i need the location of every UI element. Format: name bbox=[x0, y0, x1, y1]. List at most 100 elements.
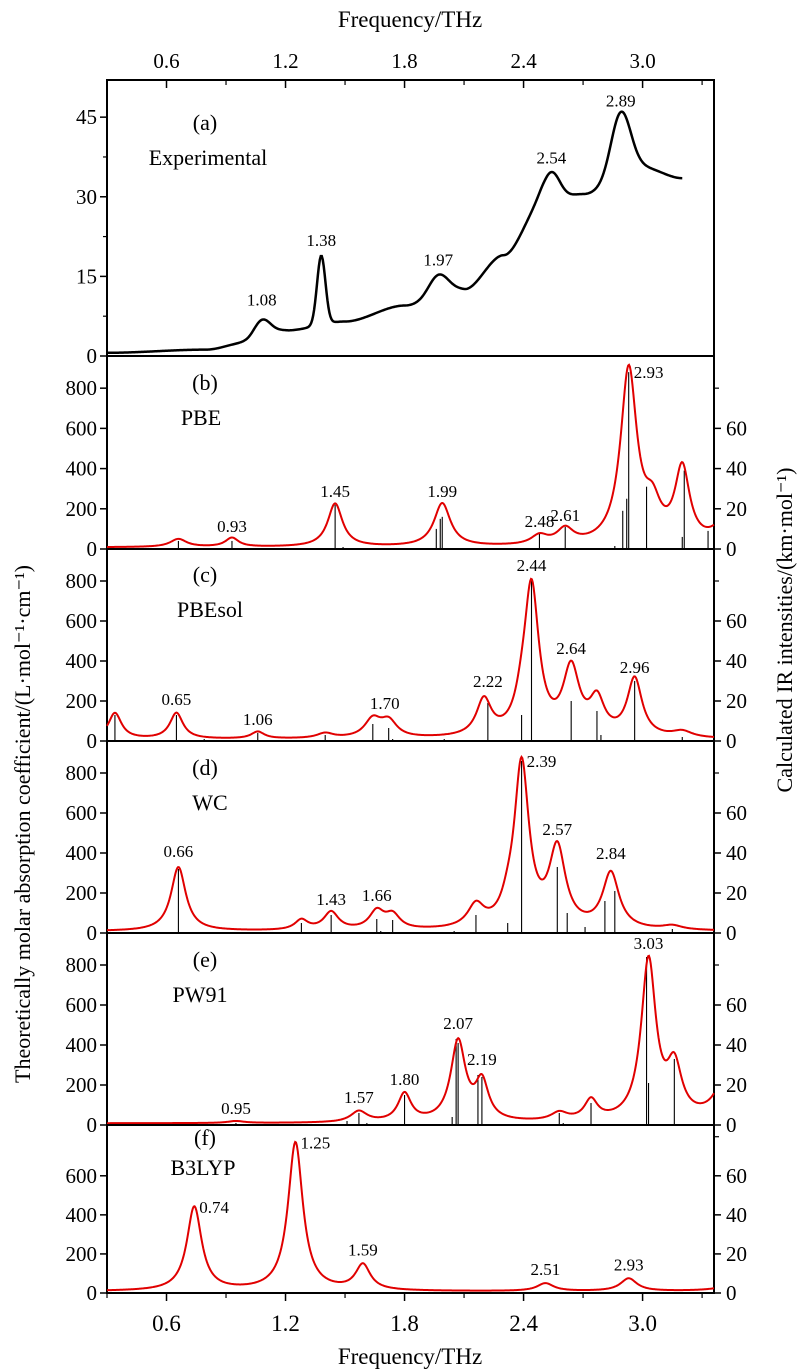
right-y-tick-label: 60 bbox=[726, 1164, 747, 1188]
right-y-tick-label: 40 bbox=[726, 649, 747, 673]
left-y-tick-label: 0 bbox=[87, 1281, 98, 1305]
right-y-tick-label: 0 bbox=[726, 921, 737, 945]
peak-label: 1.43 bbox=[316, 890, 346, 909]
peak-label: 0.93 bbox=[217, 517, 247, 536]
spectrum-curve bbox=[106, 577, 715, 739]
panel-tag: (c) bbox=[193, 562, 217, 587]
peak-label: 1.57 bbox=[344, 1088, 374, 1107]
peak-label: 2.19 bbox=[467, 1050, 497, 1069]
peak-label: 2.84 bbox=[596, 844, 626, 863]
left-y-tick-label: 800 bbox=[66, 761, 98, 785]
panel-tag: (f) bbox=[194, 1125, 216, 1150]
peak-label: 1.70 bbox=[370, 694, 400, 713]
right-y-tick-label: 40 bbox=[726, 457, 747, 481]
left-y-tick-label: 30 bbox=[76, 185, 97, 209]
bottom-x-tick-label: 3.0 bbox=[628, 1311, 657, 1336]
peak-label: 1.25 bbox=[300, 1134, 330, 1153]
panel-method-name: Experimental bbox=[149, 145, 268, 170]
peak-label: 1.97 bbox=[423, 251, 453, 270]
panel-c: 0 200 400 600 800 0 20 40 60 0.65 1.06 1.70 2.22 2.44… bbox=[66, 548, 747, 753]
left-y-tick-label: 0 bbox=[87, 1113, 98, 1137]
top-x-tick-label: 3.0 bbox=[629, 49, 655, 73]
left-y-tick-label: 200 bbox=[66, 881, 98, 905]
right-y-tick-label: 20 bbox=[726, 497, 747, 521]
bottom-x-axis: 0.6 1.2 1.8 2.4 3.0 bbox=[106, 1293, 703, 1336]
peak-label: 0.95 bbox=[221, 1099, 251, 1118]
right-y-tick-label: 40 bbox=[726, 841, 747, 865]
left-y-tick-label: 600 bbox=[66, 801, 98, 825]
peak-label: 2.39 bbox=[527, 752, 557, 771]
right-y-tick-label: 20 bbox=[726, 1073, 747, 1097]
left-y-tick-label: 0 bbox=[87, 729, 98, 753]
bottom-x-tick-label: 1.2 bbox=[271, 1311, 300, 1336]
right-y-tick-label: 20 bbox=[726, 689, 747, 713]
panel-a: 0 15 30 45 1.08 1.38 1.97 2.54 2.89 (a) Experiment… bbox=[76, 79, 715, 368]
panel-method-name: B3LYP bbox=[170, 1155, 235, 1180]
experimental-curve bbox=[106, 110, 683, 355]
left-y-tick-label: 15 bbox=[76, 264, 97, 288]
peak-label: 2.64 bbox=[556, 639, 586, 658]
bottom-x-tick-label: 2.4 bbox=[509, 1311, 538, 1336]
left-y-tick-label: 0 bbox=[87, 921, 98, 945]
peak-label: 1.99 bbox=[427, 482, 457, 501]
right-y-tick-label: 20 bbox=[726, 1242, 747, 1266]
peak-label: 1.59 bbox=[348, 1241, 378, 1260]
left-y-tick-label: 800 bbox=[66, 569, 98, 593]
panel-tag: (b) bbox=[192, 370, 218, 395]
panel-tag: (a) bbox=[193, 110, 217, 135]
left-y-tick-label: 800 bbox=[66, 376, 98, 400]
right-y-tick-label: 60 bbox=[726, 993, 747, 1017]
top-x-axis: 0.6 1.2 1.8 2.4 3.0 bbox=[106, 49, 703, 88]
right-y-tick-label: 0 bbox=[726, 1281, 737, 1305]
peak-label: 2.44 bbox=[517, 556, 547, 575]
top-x-tick-label: 0.6 bbox=[153, 49, 179, 73]
right-y-axis-title: Calculated IR intensities/(km·mol⁻¹) bbox=[772, 468, 797, 793]
left-y-tick-label: 200 bbox=[66, 497, 98, 521]
bottom-x-tick-label: 1.8 bbox=[390, 1311, 419, 1336]
panel-tag: (e) bbox=[193, 947, 217, 972]
peak-label: 2.48 bbox=[525, 512, 555, 531]
right-y-tick-label: 20 bbox=[726, 881, 747, 905]
left-y-tick-label: 0 bbox=[87, 344, 98, 368]
peak-label: 1.38 bbox=[306, 231, 336, 250]
left-y-tick-label: 45 bbox=[76, 105, 97, 129]
panel-tag: (d) bbox=[192, 755, 218, 780]
panels: 0 15 30 45 1.08 1.38 1.97 2.54 2.89 (a) Experiment… bbox=[66, 79, 747, 1305]
peak-label: 2.89 bbox=[606, 92, 636, 111]
left-y-axis-title: Theoretically molar absorption coefficie… bbox=[10, 565, 35, 1083]
peak-label: 1.80 bbox=[390, 1070, 420, 1089]
peak-label: 0.74 bbox=[199, 1198, 229, 1217]
top-x-tick-label: 1.2 bbox=[272, 49, 298, 73]
peak-label: 2.54 bbox=[536, 148, 566, 167]
right-y-tick-label: 0 bbox=[726, 1113, 737, 1137]
panel-frame bbox=[106, 1124, 715, 1294]
spectrum-curve bbox=[106, 363, 715, 548]
panel-b: 0 200 400 600 800 0 20 40 60 0.93 1.45 1.99 2.482.61… bbox=[66, 355, 747, 561]
bottom-x-axis-title: Frequency/THz bbox=[338, 1344, 482, 1369]
peak-label: 2.07 bbox=[443, 1014, 473, 1033]
left-y-tick-label: 200 bbox=[66, 689, 98, 713]
panel-d: 0 200 400 600 800 0 20 40 60 0.66 1.43 1.66 2.39 2.57… bbox=[66, 740, 747, 945]
peak-label: 2.93 bbox=[614, 1255, 644, 1274]
spectrum-curve bbox=[107, 954, 715, 1125]
right-y-tick-label: 60 bbox=[726, 801, 747, 825]
left-y-tick-label: 600 bbox=[66, 1164, 98, 1188]
left-y-tick-label: 400 bbox=[66, 1033, 98, 1057]
peak-label: 2.61 bbox=[550, 506, 580, 525]
left-y-tick-label: 600 bbox=[66, 609, 98, 633]
panel-e: 0 200 400 600 800 0 20 40 60 0.95 1.57 1.80 2.07 2.19… bbox=[66, 932, 747, 1137]
left-y-tick-label: 400 bbox=[66, 649, 98, 673]
peak-label: 1.45 bbox=[320, 482, 350, 501]
panel-method-name: PBEsol bbox=[177, 597, 243, 622]
peak-label: 3.03 bbox=[634, 934, 664, 953]
bottom-x-tick-label: 0.6 bbox=[152, 1311, 181, 1336]
peak-label: 2.51 bbox=[531, 1260, 561, 1279]
peak-label: 1.06 bbox=[243, 710, 273, 729]
left-y-tick-label: 200 bbox=[66, 1242, 98, 1266]
left-y-tick-label: 600 bbox=[66, 416, 98, 440]
panel-method-name: WC bbox=[192, 790, 227, 815]
left-y-tick-label: 400 bbox=[66, 457, 98, 481]
spectrum-curve bbox=[106, 1140, 715, 1292]
panel-method-name: PW91 bbox=[173, 982, 228, 1007]
